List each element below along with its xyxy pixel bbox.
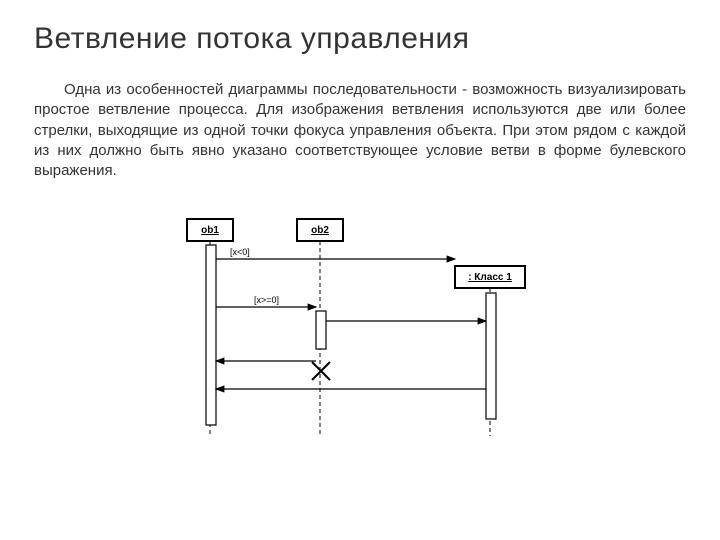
activation-ob1-0: [206, 245, 216, 425]
object-label-ob1: ob1: [201, 225, 219, 236]
object-label-ob2: ob2: [311, 225, 329, 236]
guard-1: [x>=0]: [254, 295, 279, 305]
body-paragraph: Одна из особенностей диаграммы последова…: [34, 80, 686, 181]
object-label-class1: : Класс 1: [468, 272, 512, 283]
activation-ob2-1: [316, 311, 326, 349]
guard-0: [x<0]: [230, 247, 250, 257]
page-title: Ветвление потока управления: [34, 22, 686, 56]
sequence-diagram: ob1 ob2 : Класс 1 [x<0] [x>=0]: [150, 211, 570, 441]
activation-class1-2: [486, 293, 496, 419]
